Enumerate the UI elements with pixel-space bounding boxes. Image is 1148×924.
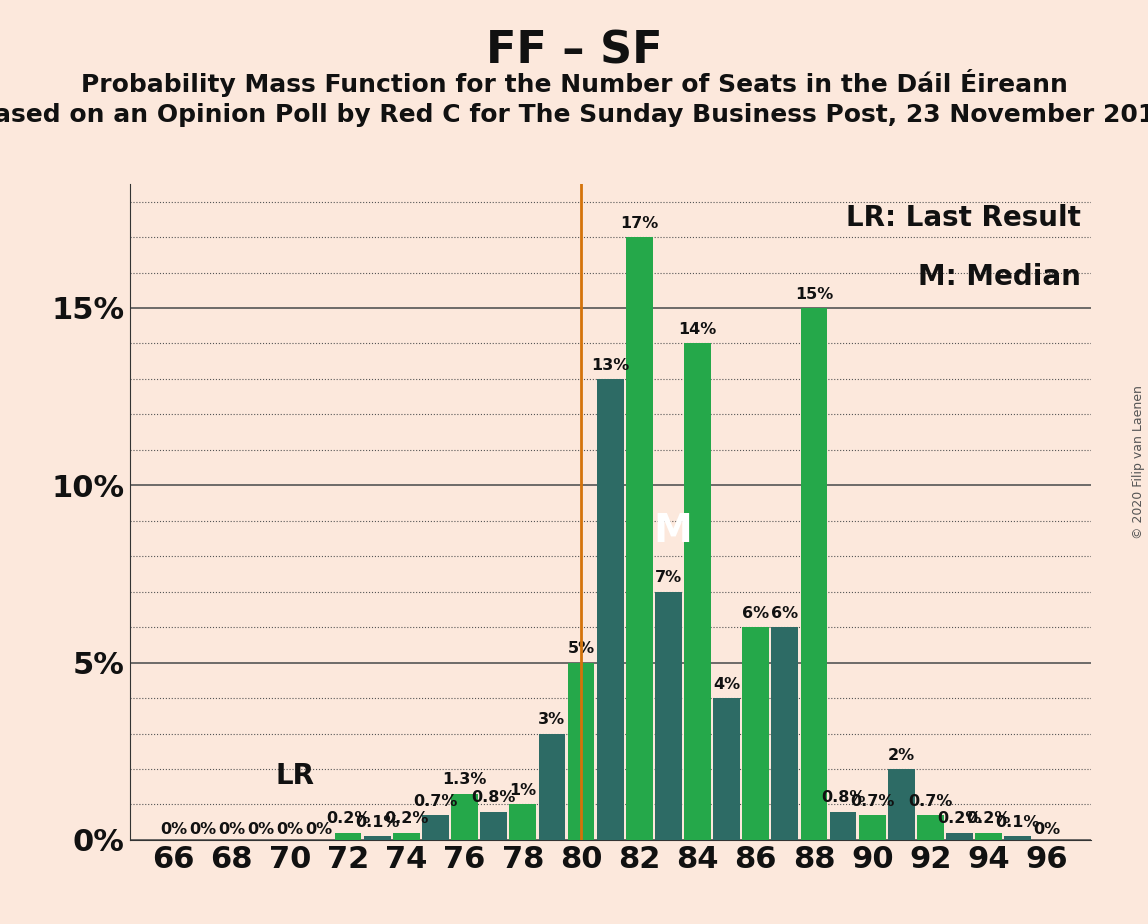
Text: 0%: 0% — [247, 822, 274, 837]
Text: 0%: 0% — [1033, 822, 1061, 837]
Text: 0.2%: 0.2% — [967, 811, 1011, 826]
Bar — [946, 833, 974, 840]
Text: 5%: 5% — [567, 641, 595, 656]
Text: 6%: 6% — [771, 606, 798, 621]
Bar — [976, 833, 1002, 840]
Text: © 2020 Filip van Laenen: © 2020 Filip van Laenen — [1132, 385, 1145, 539]
Text: 0.2%: 0.2% — [938, 811, 982, 826]
Text: 0%: 0% — [305, 822, 333, 837]
Text: 0%: 0% — [160, 822, 187, 837]
Bar — [510, 805, 536, 840]
Text: 4%: 4% — [713, 676, 740, 692]
Text: 0.7%: 0.7% — [908, 794, 953, 808]
Text: 0%: 0% — [277, 822, 303, 837]
Text: FF – SF: FF – SF — [486, 30, 662, 73]
Bar — [597, 379, 623, 840]
Bar — [743, 627, 769, 840]
Bar — [859, 815, 885, 840]
Text: M: M — [653, 513, 692, 551]
Text: 0.7%: 0.7% — [413, 794, 458, 808]
Text: 0.8%: 0.8% — [821, 790, 866, 805]
Text: 1%: 1% — [510, 783, 536, 798]
Bar — [567, 663, 595, 840]
Bar — [364, 836, 390, 840]
Bar — [626, 237, 653, 840]
Bar — [335, 833, 362, 840]
Bar — [656, 591, 682, 840]
Text: 0.8%: 0.8% — [472, 790, 515, 805]
Bar — [887, 769, 915, 840]
Bar — [538, 734, 565, 840]
Bar — [684, 344, 711, 840]
Text: Based on an Opinion Poll by Red C for The Sunday Business Post, 23 November 2017: Based on an Opinion Poll by Red C for Th… — [0, 103, 1148, 127]
Text: 14%: 14% — [678, 322, 716, 337]
Text: 0.7%: 0.7% — [850, 794, 894, 808]
Text: LR: Last Result: LR: Last Result — [846, 203, 1081, 232]
Text: 0.1%: 0.1% — [995, 815, 1040, 830]
Bar — [480, 811, 507, 840]
Text: 0%: 0% — [218, 822, 246, 837]
Text: 0.2%: 0.2% — [326, 811, 371, 826]
Text: M: Median: M: Median — [918, 262, 1081, 291]
Text: 15%: 15% — [794, 286, 833, 301]
Text: 6%: 6% — [743, 606, 769, 621]
Text: 0.2%: 0.2% — [385, 811, 428, 826]
Bar — [713, 698, 740, 840]
Bar — [830, 811, 856, 840]
Text: Probability Mass Function for the Number of Seats in the Dáil Éireann: Probability Mass Function for the Number… — [80, 69, 1068, 97]
Text: 2%: 2% — [887, 748, 915, 762]
Text: 0%: 0% — [189, 822, 216, 837]
Text: 3%: 3% — [538, 712, 566, 727]
Bar — [771, 627, 798, 840]
Text: LR: LR — [276, 762, 315, 790]
Text: 1.3%: 1.3% — [442, 772, 487, 787]
Bar — [393, 833, 420, 840]
Text: 17%: 17% — [620, 215, 659, 231]
Text: 7%: 7% — [654, 570, 682, 585]
Text: 0.1%: 0.1% — [355, 815, 400, 830]
Bar — [917, 815, 944, 840]
Bar — [1004, 836, 1031, 840]
Bar — [800, 308, 828, 840]
Bar — [451, 794, 478, 840]
Bar — [422, 815, 449, 840]
Text: 13%: 13% — [591, 358, 629, 372]
